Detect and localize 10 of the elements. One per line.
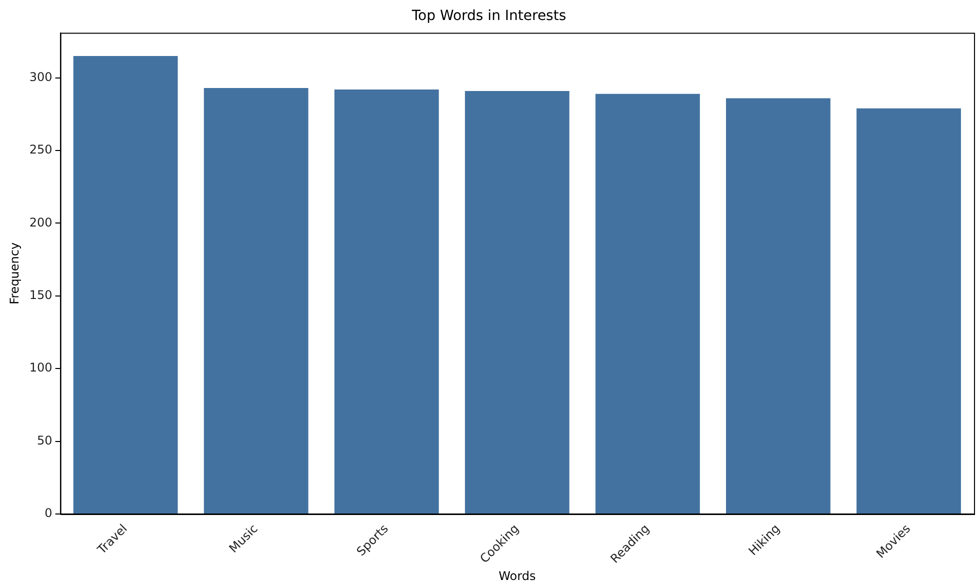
- x-axis-title: Words: [498, 568, 536, 583]
- y-tick-label: 250: [29, 142, 52, 157]
- y-tick-label: 0: [44, 506, 52, 520]
- y-tick-label: 200: [29, 215, 52, 230]
- y-tick-label: 100: [29, 360, 52, 375]
- chart-title: Top Words in Interests: [410, 8, 566, 24]
- y-tick-label: 50: [37, 433, 52, 448]
- y-tick-label: 150: [29, 288, 52, 302]
- y-axis-title: Frequency: [7, 242, 22, 304]
- y-tick-label: 300: [29, 70, 52, 84]
